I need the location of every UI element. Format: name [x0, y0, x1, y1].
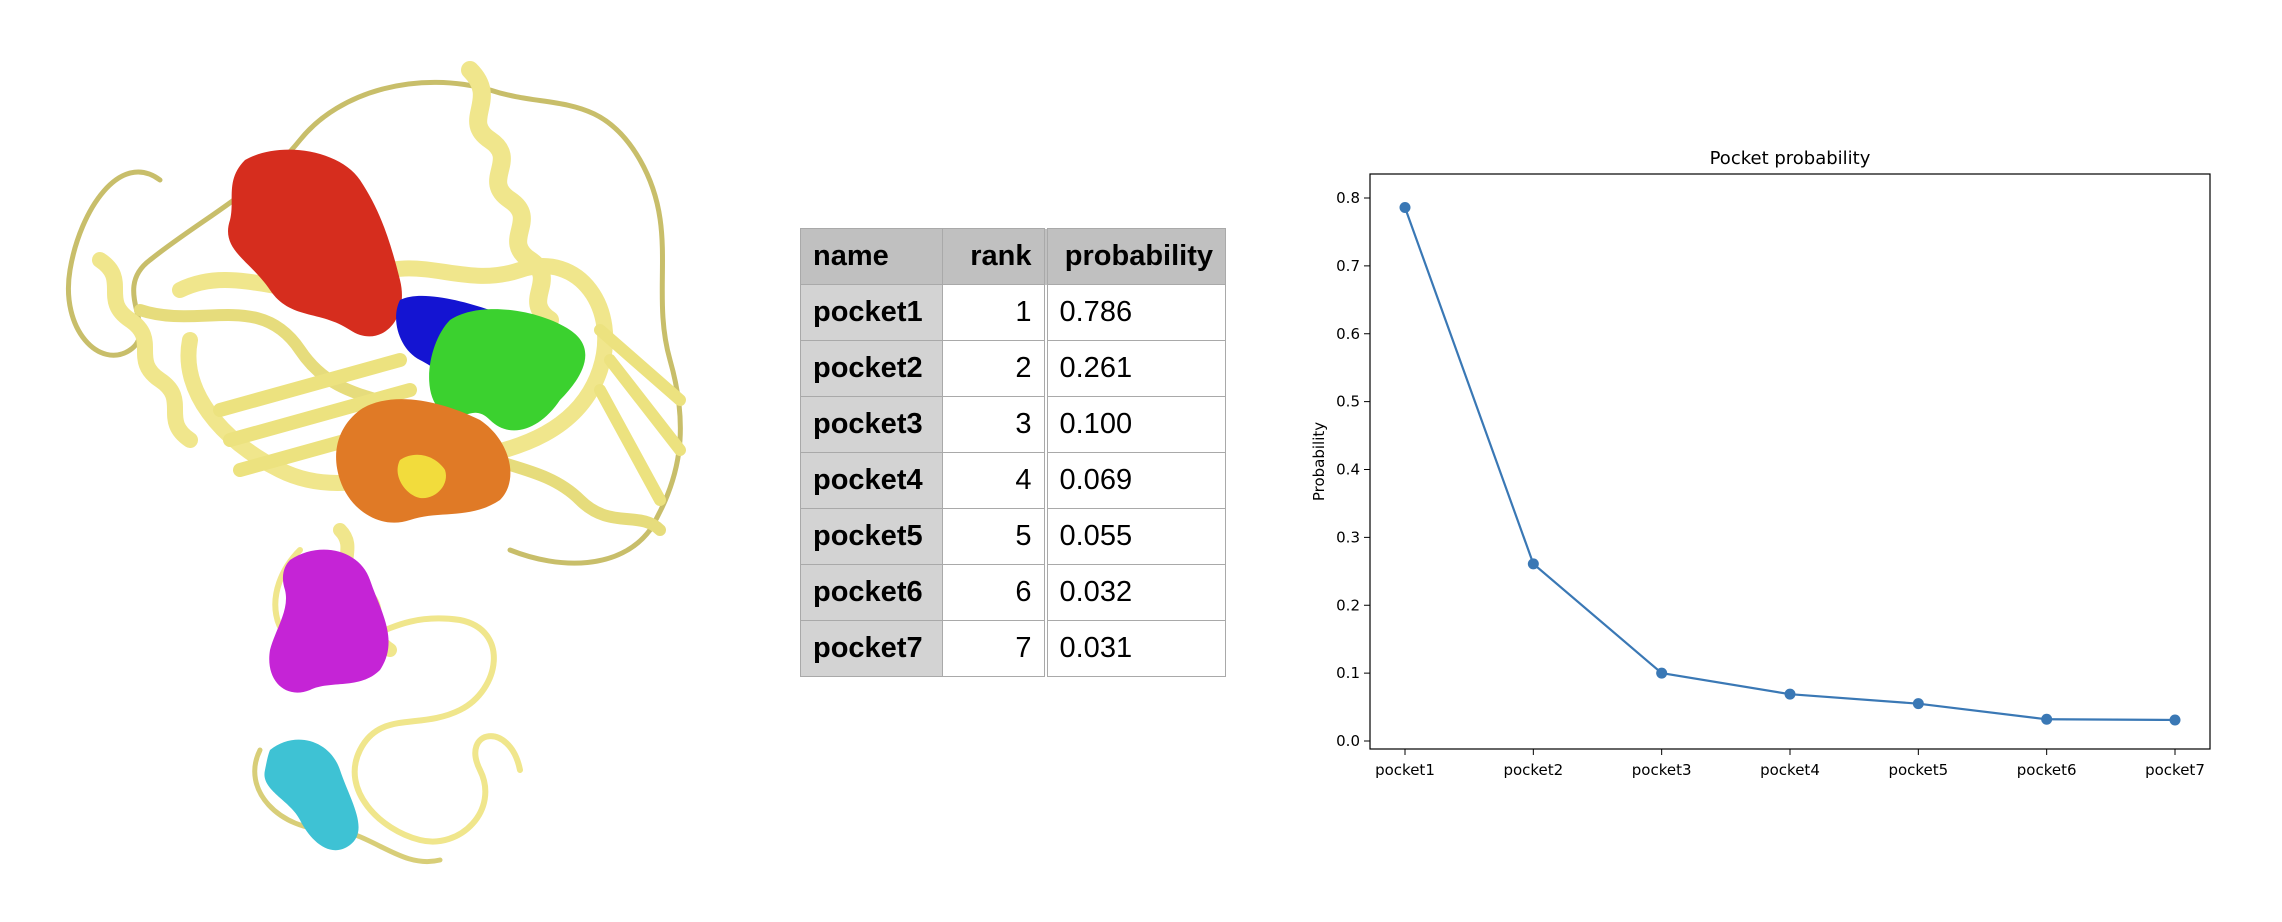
cell-probability: 0.031	[1045, 620, 1226, 677]
x-tick-label: pocket2	[1503, 761, 1563, 779]
pocket-probability-chart: Pocket probability Probability 0.0 0.1 0.2…	[1310, 148, 2211, 779]
x-tick-label: pocket1	[1375, 761, 1435, 779]
pocket-surfaces	[228, 149, 586, 851]
pocket1-surface	[228, 149, 402, 337]
series-points	[1399, 202, 2181, 726]
y-tick-label: 0.0	[1336, 732, 1360, 750]
cell-name: pocket1	[800, 284, 943, 341]
header-rank: rank	[942, 228, 1048, 285]
cell-name: pocket7	[800, 620, 943, 677]
pocket7-surface	[397, 454, 446, 499]
ribbon-helix-left	[92, 252, 198, 448]
data-point	[1912, 698, 1924, 710]
y-tick-label: 0.3	[1336, 528, 1360, 546]
table-header-row: name rank probability	[800, 228, 1226, 285]
data-point	[1656, 667, 1668, 679]
cell-name: pocket3	[800, 396, 943, 453]
cell-probability: 0.261	[1045, 340, 1226, 397]
table-row: pocket7 7 0.031	[800, 620, 1226, 677]
x-tick-label: pocket6	[2017, 761, 2077, 779]
cell-probability: 0.069	[1045, 452, 1226, 509]
y-tick-label: 0.6	[1336, 325, 1360, 343]
x-tick-label: pocket5	[1888, 761, 1948, 779]
ribbon-helix-top	[461, 61, 559, 329]
cell-rank: 2	[942, 340, 1048, 397]
y-tick-label: 0.1	[1336, 664, 1360, 682]
x-axis-ticks: pocket1 pocket2 pocket3 pocket4 pocket5 pocke…	[1375, 749, 2205, 779]
y-tick-label: 0.2	[1336, 596, 1360, 614]
table-row: pocket5 5 0.055	[800, 508, 1226, 565]
cell-name: pocket2	[800, 340, 943, 397]
cell-rank: 6	[942, 564, 1048, 621]
pocket-table: name rank probability pocket1 1 0.786 po…	[800, 228, 1226, 677]
cell-probability: 0.032	[1045, 564, 1226, 621]
data-point	[2041, 713, 2053, 725]
header-probability: probability	[1045, 228, 1226, 285]
pocket6-surface	[264, 739, 359, 851]
x-tick-label: pocket4	[1760, 761, 1820, 779]
table-row: pocket3 3 0.100	[800, 396, 1226, 453]
cell-name: pocket5	[800, 508, 943, 565]
table-row: pocket1 1 0.786	[800, 284, 1226, 341]
x-tick-label: pocket3	[1632, 761, 1692, 779]
data-point	[1399, 202, 1411, 214]
series-line	[1403, 207, 2176, 722]
y-tick-label: 0.8	[1336, 189, 1360, 207]
y-tick-label: 0.7	[1336, 257, 1360, 275]
pocket5-surface	[269, 549, 389, 693]
cell-rank: 5	[942, 508, 1048, 565]
cell-rank: 1	[942, 284, 1048, 341]
data-point	[2169, 714, 2181, 726]
cell-probability: 0.055	[1045, 508, 1226, 565]
header-name: name	[800, 228, 943, 285]
y-tick-label: 0.4	[1336, 461, 1360, 479]
table-row: pocket6 6 0.032	[800, 564, 1226, 621]
x-tick-label: pocket7	[2145, 761, 2205, 779]
pocket4-surface	[429, 309, 586, 431]
table-row: pocket2 2 0.261	[800, 340, 1226, 397]
cell-probability: 0.100	[1045, 396, 1226, 453]
cell-rank: 3	[942, 396, 1048, 453]
cell-name: pocket4	[800, 452, 943, 509]
data-point	[1527, 558, 1539, 570]
cell-rank: 4	[942, 452, 1048, 509]
chart-title: Pocket probability	[1710, 148, 1871, 169]
y-tick-label: 0.5	[1336, 393, 1360, 411]
ribbon-right-arm	[594, 324, 686, 506]
y-axis-label: Probability	[1310, 422, 1328, 501]
cell-probability: 0.786	[1045, 284, 1226, 341]
cell-rank: 7	[942, 620, 1048, 677]
protein-structure-image	[66, 61, 686, 865]
cell-name: pocket6	[800, 564, 943, 621]
y-axis-ticks: 0.0 0.1 0.2 0.3 0.4 0.5 0.6 0.7 0.8	[1336, 189, 1370, 750]
data-point	[1784, 688, 1796, 700]
table-row: pocket4 4 0.069	[800, 452, 1226, 509]
